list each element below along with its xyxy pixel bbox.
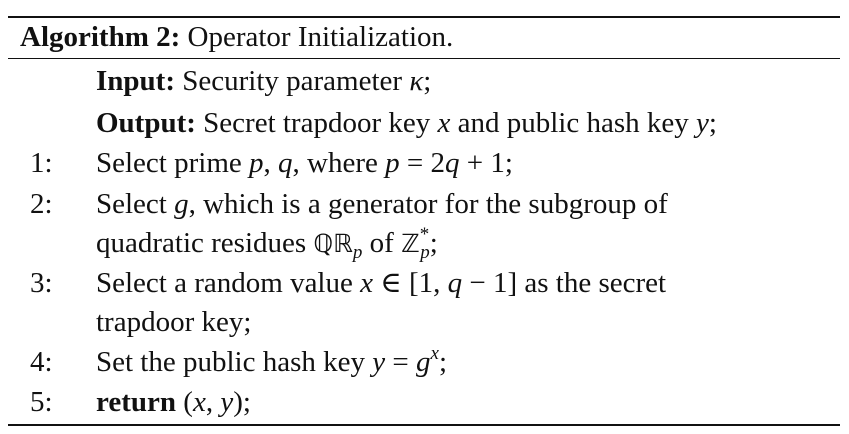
output-line: Output: Secret trapdoor key x and public… [96,107,717,139]
mid-rule [8,58,840,59]
step-2-line-1: Select g, which is a generator for the s… [96,188,668,220]
input-line: Input: Security parameter κ; [96,65,432,97]
return-keyword: return [96,386,177,418]
step-4: Set the public hash key y = gx; [96,343,447,378]
algorithm-caption: Algorithm 2: Operator Initialization. [20,19,453,55]
step-number: 1: [30,147,53,179]
algorithm-title: Operator Initialization. [180,21,454,53]
step-5: return (x, y); [96,386,251,418]
bottom-rule [8,424,840,426]
step-1: Select prime p, q, where p = 2q + 1; [96,147,513,179]
step-number: 4: [30,346,53,378]
top-rule [8,16,840,18]
algorithm-label: Algorithm 2: [20,21,181,53]
step-number: 3: [30,267,53,299]
step-number: 5: [30,386,53,418]
step-2-line-2: quadratic residues ℚℝp of ℤ*p; [96,224,438,263]
step-3-line-1: Select a random value x ∈ [1, q − 1] as … [96,267,667,299]
step-3-line-2: trapdoor key; [96,306,252,338]
step-number: 2: [30,188,53,220]
